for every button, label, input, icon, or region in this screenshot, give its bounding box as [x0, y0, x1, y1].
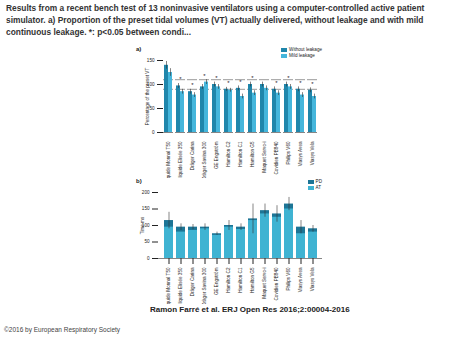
svg-text:200: 200 — [142, 190, 150, 195]
svg-text:Hamilton C1: Hamilton C1 — [238, 267, 243, 293]
svg-text:Air liquide Monnal T50: Air liquide Monnal T50 — [166, 267, 171, 304]
svg-text:Dräger Carina: Dräger Carina — [190, 141, 195, 170]
svg-text:*: * — [251, 75, 254, 81]
svg-text:Hamilton C1: Hamilton C1 — [238, 141, 243, 167]
svg-text:Dräger Savina 300: Dräger Savina 300 — [202, 141, 207, 178]
svg-text:Maquet Servo-i: Maquet Servo-i — [262, 268, 267, 299]
svg-text:Maquet Servo-i: Maquet Servo-i — [262, 142, 267, 173]
html-text:Without leakage: Without leakage — [289, 47, 322, 52]
html-text:Mild leakage: Mild leakage — [289, 53, 315, 58]
svg-text:0: 0 — [152, 130, 155, 135]
svg-text:Dräger Savina 300: Dräger Savina 300 — [202, 267, 207, 304]
svg-text:*: * — [203, 73, 206, 79]
svg-text:Air liquide Elisée 350: Air liquide Elisée 350 — [178, 267, 183, 304]
html-text:©2016 by European Respiratory: ©2016 by European Respiratory Society — [4, 326, 121, 333]
svg-text:0: 0 — [147, 256, 150, 261]
svg-text:*: * — [179, 76, 182, 82]
svg-text:*: * — [287, 75, 290, 81]
svg-text:*: * — [215, 75, 218, 81]
svg-text:Air liquide Elisée 350: Air liquide Elisée 350 — [178, 141, 183, 178]
svg-text:*: * — [299, 80, 302, 86]
svg-text:Hamilton G5: Hamilton G5 — [250, 141, 255, 167]
svg-text:Time ms: Time ms — [140, 216, 145, 234]
html-text:a): a) — [136, 46, 142, 52]
svg-text:Air liquide Monnal T50: Air liquide Monnal T50 — [166, 141, 171, 178]
html-text:Ramon Farré et al. ERJ Open Re: Ramon Farré et al. ERJ Open Res 2016;2:0… — [150, 305, 350, 314]
svg-text:Viasys Vela: Viasys Vela — [310, 141, 315, 165]
svg-text:50: 50 — [149, 106, 155, 111]
svg-text:*: * — [191, 82, 194, 88]
svg-text:Viasys Vela: Viasys Vela — [310, 267, 315, 291]
html-text:Results from a recent bench te: Results from a recent bench test of 13 n… — [6, 3, 425, 37]
html-text:b): b) — [136, 178, 142, 184]
svg-text:Viasys Avea: Viasys Avea — [298, 141, 303, 166]
svg-text:Philips V60: Philips V60 — [286, 141, 291, 164]
svg-text:100: 100 — [141, 223, 150, 228]
svg-text:GE Engström: GE Engström — [214, 141, 219, 169]
svg-text:*: * — [311, 81, 314, 87]
svg-text:150: 150 — [142, 206, 150, 211]
svg-text:Dräger Carina: Dräger Carina — [190, 267, 195, 296]
svg-text:Covidien PB840: Covidien PB840 — [274, 267, 279, 300]
svg-text:Philips V60: Philips V60 — [286, 267, 291, 290]
svg-text:50: 50 — [144, 239, 150, 244]
html-text:PD: PD — [315, 179, 322, 184]
svg-text:150: 150 — [147, 58, 155, 63]
svg-text:Covidien PB840: Covidien PB840 — [274, 141, 279, 174]
svg-text:Viasys Avea: Viasys Avea — [298, 267, 303, 292]
svg-text:GE Engström: GE Engström — [214, 267, 219, 295]
svg-text:Hamilton G5: Hamilton G5 — [250, 267, 255, 293]
svg-text:100: 100 — [146, 82, 155, 87]
svg-text:*: * — [239, 79, 242, 85]
svg-text:Hamilton C2: Hamilton C2 — [226, 141, 231, 167]
html-text:AT: AT — [315, 185, 322, 190]
svg-text:*: * — [227, 80, 230, 86]
svg-text:*: * — [275, 80, 278, 86]
svg-text:Percentage of the preset VT: Percentage of the preset VT — [145, 68, 150, 126]
svg-text:Hamilton C2: Hamilton C2 — [226, 267, 231, 293]
